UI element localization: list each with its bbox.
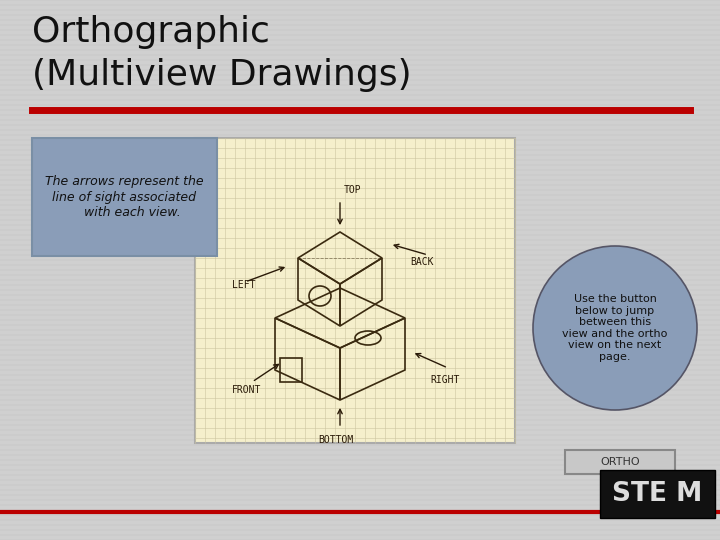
Text: TOP: TOP xyxy=(344,185,361,195)
Text: LEFT: LEFT xyxy=(232,280,256,290)
Text: RIGHT: RIGHT xyxy=(430,375,459,385)
Circle shape xyxy=(533,246,697,410)
Text: STE M: STE M xyxy=(613,481,703,507)
Text: The arrows represent the
line of sight associated
    with each view.: The arrows represent the line of sight a… xyxy=(45,176,204,219)
Text: ORTHO: ORTHO xyxy=(600,457,640,467)
Bar xyxy=(195,138,515,443)
Text: BACK: BACK xyxy=(410,257,433,267)
Text: FRONT: FRONT xyxy=(232,385,261,395)
Text: Use the button
below to jump
between this
view and the ortho
view on the next
pa: Use the button below to jump between thi… xyxy=(562,294,667,362)
Text: (Multiview Drawings): (Multiview Drawings) xyxy=(32,58,412,92)
Bar xyxy=(600,470,715,518)
Text: Orthographic: Orthographic xyxy=(32,15,270,49)
Text: BOTTOM: BOTTOM xyxy=(318,435,354,445)
Bar xyxy=(565,450,675,474)
Bar xyxy=(32,138,217,256)
